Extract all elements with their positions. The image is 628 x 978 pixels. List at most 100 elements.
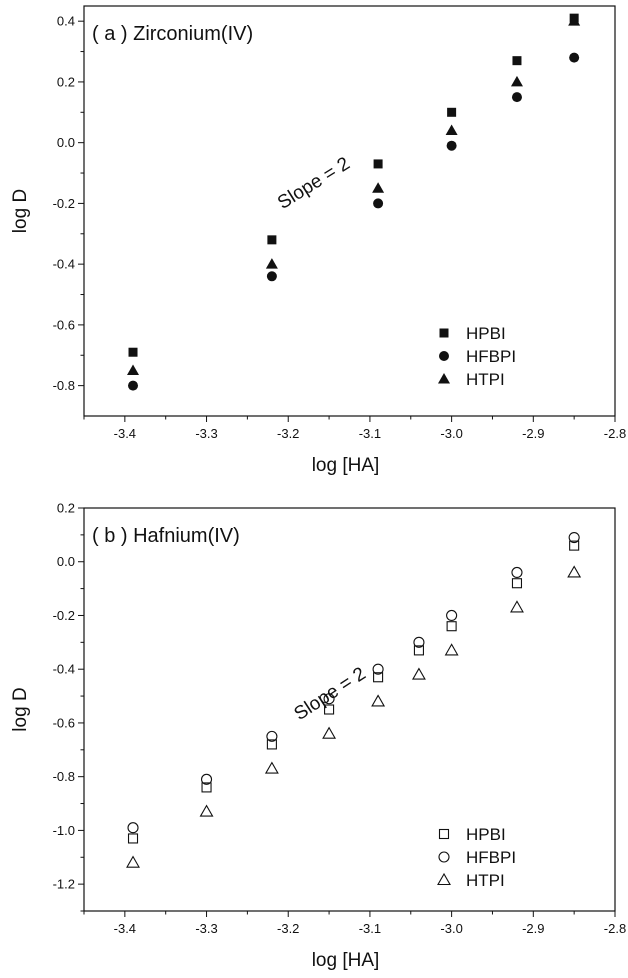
data-point-hpbi [127,833,139,844]
x-tick-label: -2.8 [604,426,626,441]
data-point-hfbpi [266,730,278,742]
y-tick-label: 0.2 [57,501,75,516]
data-point-htpi [444,643,459,656]
legend-marker-htpi [437,872,451,886]
x-tick-label: -3.2 [277,426,299,441]
data-point-htpi [199,804,214,817]
legend-label-htpi: HTPI [466,871,505,890]
data-point-hfbpi [266,271,277,282]
x-tick-label: -2.9 [522,921,544,936]
data-point-hpbi [413,645,424,656]
chart-panel-a: -3.4 -3.3 -3.2 -3.1 -3.0 -2.9 -2.8 -0.8 -0.6 -0.4… [10,5,626,476]
y-axis-label: log D [10,189,31,233]
data-point-hpbi [512,56,522,66]
x-tick-label: -3.1 [359,426,381,441]
x-tick-label: -3.3 [195,921,217,936]
data-point-hpbi [373,672,384,683]
x-tick-label: -3.0 [440,426,462,441]
data-point-hfbpi [446,609,458,622]
y-tick-label: 0.0 [57,135,75,150]
data-point-hpbi [373,159,383,169]
data-point-hfbpi [413,636,425,648]
panel-title: ( b ) Hafnium(IV) [92,525,240,547]
y-tick-label: -1.0 [53,823,75,838]
series-hfbpi [127,532,580,834]
data-point-htpi [127,364,140,375]
y-tick-label: -0.4 [53,257,75,272]
legend-marker-hpbi [439,328,449,338]
y-tick-label: -0.8 [53,378,75,393]
legend-marker-hpbi [438,828,450,840]
legend-label-hpbi: HPBI [466,324,506,343]
data-point-hpbi [569,540,580,551]
x-axis-label: log [HA] [312,950,380,971]
y-tick-label: 0.2 [57,74,75,89]
x-tick-label: -2.8 [604,921,626,936]
data-point-hfbpi [200,773,213,785]
chart-panel-b: -3.4 -3.3 -3.2 -3.1 -3.0 -2.9 -2.8 -1.2 -1.0 -0.8… [10,501,626,972]
series-hfbpi [128,52,580,391]
y-tick-label: 0.4 [57,14,75,29]
data-point-hfbpi [511,566,523,579]
panel-title: ( a ) Zirconium(IV) [92,23,253,45]
slope-annotation: Slope = 2 [274,153,354,214]
data-point-hpbi [324,704,335,715]
data-point-htpi [265,258,278,269]
data-point-htpi [371,694,386,707]
legend-marker-htpi [438,373,450,384]
legend-label-hfbpi: HFBPI [466,347,516,366]
data-point-hfbpi [373,198,384,209]
plot-frame [83,5,616,417]
x-tick-label: -3.4 [114,921,136,936]
data-point-hpbi [267,235,277,245]
x-tick-label: -3.0 [440,921,462,936]
data-point-hfbpi [511,92,522,103]
legend-marker-hfbpi [439,351,449,361]
x-tick-label: -3.4 [114,426,136,441]
data-point-htpi [126,855,140,868]
data-point-hfbpi [323,693,335,705]
y-tick-label: -0.6 [53,317,75,332]
y-axis-label: log D [10,687,31,731]
plot-frame [83,507,616,912]
data-point-hfbpi [372,663,384,675]
y-tick-label: 0.0 [57,554,75,569]
data-point-htpi [372,182,385,193]
data-point-htpi [510,600,524,613]
legend-label-htpi: HTPI [466,370,505,389]
data-point-hfbpi [128,380,139,391]
data-point-hpbi [128,347,138,357]
data-point-htpi [567,565,582,578]
data-point-hpbi [446,621,457,632]
y-tick-label: -0.2 [53,196,75,211]
data-point-htpi [411,667,426,680]
series-hpbi [128,13,579,357]
y-tick-label: -0.4 [53,662,75,677]
y-tick-label: -0.6 [53,715,75,730]
x-axis-label: log [HA] [312,455,380,476]
y-tick-label: -1.2 [53,877,75,892]
legend-marker-hfbpi [438,851,450,863]
data-point-hfbpi [127,822,139,834]
data-point-htpi [568,15,581,26]
legend-label-hpbi: HPBI [466,825,506,844]
data-point-htpi [510,75,523,87]
series-htpi [127,15,581,375]
x-tick-label: -3.2 [277,921,299,936]
data-point-hpbi [266,739,277,750]
data-point-hfbpi [568,532,580,544]
series-hpbi [127,540,580,844]
x-tick-label: -3.1 [359,921,381,936]
data-point-hfbpi [446,140,457,151]
x-tick-label: -3.3 [195,426,217,441]
data-point-htpi [264,761,279,774]
data-point-htpi [445,124,458,136]
legend-label-hfbpi: HFBPI [466,848,516,867]
data-point-hpbi [201,782,212,793]
x-tick-label: -2.9 [522,426,544,441]
data-point-hfbpi [569,52,580,63]
series-htpi [126,565,582,868]
y-tick-label: -0.8 [53,769,75,784]
